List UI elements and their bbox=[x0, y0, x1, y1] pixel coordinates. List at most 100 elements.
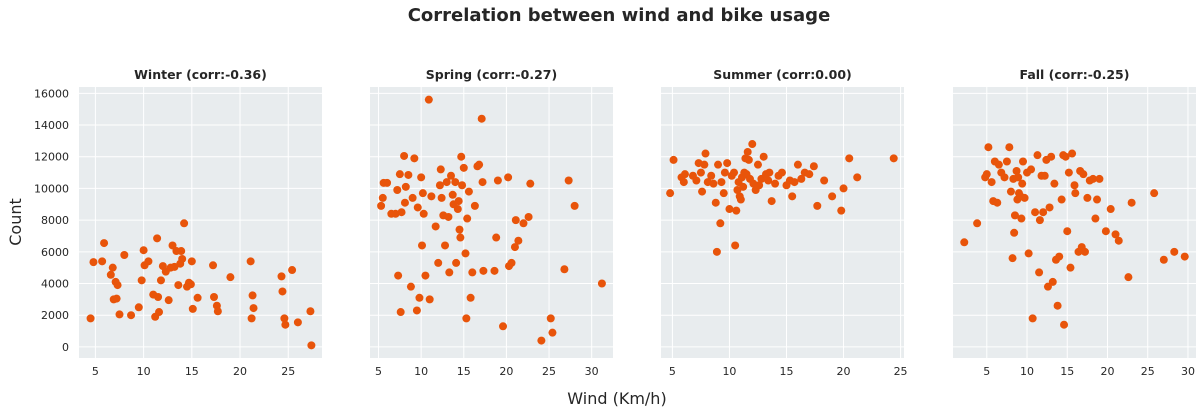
data-point bbox=[479, 266, 488, 275]
data-point bbox=[139, 246, 148, 255]
data-point bbox=[210, 292, 218, 301]
data-point bbox=[1061, 152, 1070, 161]
data-point bbox=[839, 184, 848, 193]
data-point bbox=[419, 209, 428, 218]
data-point bbox=[711, 198, 720, 207]
data-point bbox=[504, 173, 513, 182]
data-point bbox=[853, 173, 862, 182]
data-point bbox=[519, 219, 528, 228]
y-tick-label: 6000 bbox=[41, 246, 69, 259]
data-point bbox=[448, 190, 457, 199]
data-point bbox=[453, 205, 462, 214]
data-point bbox=[692, 176, 701, 185]
data-point bbox=[106, 270, 115, 279]
data-point bbox=[451, 178, 460, 187]
data-point bbox=[1057, 195, 1066, 204]
data-point bbox=[213, 307, 222, 316]
data-point bbox=[459, 163, 468, 172]
data-point bbox=[788, 192, 797, 201]
x-axis-label: Wind (Km/h) bbox=[567, 389, 666, 408]
data-point bbox=[187, 257, 196, 266]
data-point bbox=[730, 168, 739, 177]
data-point bbox=[1095, 174, 1104, 183]
data-point bbox=[736, 195, 745, 204]
data-point bbox=[499, 322, 508, 331]
data-point bbox=[1018, 179, 1027, 188]
data-point bbox=[994, 160, 1003, 169]
data-point bbox=[973, 219, 982, 228]
y-axis-label: Count bbox=[6, 198, 25, 246]
data-point bbox=[984, 143, 993, 152]
data-point bbox=[679, 178, 688, 187]
data-point bbox=[410, 154, 419, 163]
data-point bbox=[475, 160, 484, 169]
data-point bbox=[493, 176, 502, 185]
data-point bbox=[431, 222, 440, 231]
data-point bbox=[548, 328, 557, 337]
data-point bbox=[813, 201, 822, 210]
data-point bbox=[1111, 230, 1120, 239]
data-point bbox=[1079, 170, 1088, 179]
data-point bbox=[707, 171, 716, 180]
data-point bbox=[1006, 187, 1015, 196]
data-point bbox=[1124, 273, 1133, 282]
data-point bbox=[396, 308, 405, 317]
data-point bbox=[1048, 277, 1057, 286]
data-point bbox=[1150, 189, 1159, 198]
data-point bbox=[514, 236, 523, 245]
data-point bbox=[755, 181, 764, 190]
data-point bbox=[470, 201, 479, 210]
data-point bbox=[564, 176, 573, 185]
y-tick-label: 10000 bbox=[34, 182, 69, 195]
x-tick-label: 20 bbox=[837, 365, 851, 378]
data-point bbox=[441, 241, 450, 250]
panel-title: Fall (corr:-0.25) bbox=[1020, 67, 1130, 82]
data-point bbox=[1033, 151, 1042, 160]
data-point bbox=[732, 206, 741, 215]
data-point bbox=[1063, 227, 1072, 236]
data-point bbox=[456, 233, 465, 242]
data-point bbox=[1050, 179, 1059, 188]
data-point bbox=[156, 276, 165, 285]
data-point bbox=[765, 168, 774, 177]
data-point bbox=[845, 154, 854, 163]
data-point bbox=[712, 247, 721, 256]
y-tick-label: 12000 bbox=[34, 151, 69, 164]
data-point bbox=[280, 314, 289, 323]
data-point bbox=[1019, 157, 1028, 166]
data-point bbox=[115, 310, 124, 319]
data-point bbox=[1010, 228, 1019, 237]
data-point bbox=[477, 114, 486, 123]
data-point bbox=[427, 192, 436, 201]
data-point bbox=[960, 238, 969, 247]
data-point bbox=[404, 170, 413, 179]
x-tick-label: 30 bbox=[585, 365, 599, 378]
data-point bbox=[719, 189, 728, 198]
scatter-panel: 5 10 15 20 25 30 Spring (corr:-0.27) bbox=[370, 67, 613, 378]
data-point bbox=[226, 273, 235, 282]
x-tick-label: 10 bbox=[137, 365, 151, 378]
data-point bbox=[982, 170, 991, 179]
x-tick-label: 25 bbox=[542, 365, 556, 378]
data-point bbox=[1180, 252, 1189, 261]
x-tick-label: 5 bbox=[375, 365, 382, 378]
data-point bbox=[454, 197, 463, 206]
data-point bbox=[100, 239, 109, 248]
data-point bbox=[397, 208, 406, 217]
data-point bbox=[168, 241, 177, 250]
data-point bbox=[717, 178, 726, 187]
data-point bbox=[1071, 189, 1080, 198]
data-point bbox=[560, 265, 569, 274]
data-point bbox=[1101, 227, 1110, 236]
data-point bbox=[468, 268, 477, 277]
data-point bbox=[378, 193, 387, 202]
data-point bbox=[809, 162, 818, 171]
data-point bbox=[1017, 214, 1026, 223]
data-point bbox=[418, 241, 427, 250]
data-point bbox=[249, 304, 258, 313]
data-point bbox=[764, 176, 773, 185]
data-point bbox=[537, 336, 546, 345]
data-point bbox=[1070, 181, 1079, 190]
data-point bbox=[1114, 236, 1123, 245]
data-point bbox=[696, 168, 705, 177]
